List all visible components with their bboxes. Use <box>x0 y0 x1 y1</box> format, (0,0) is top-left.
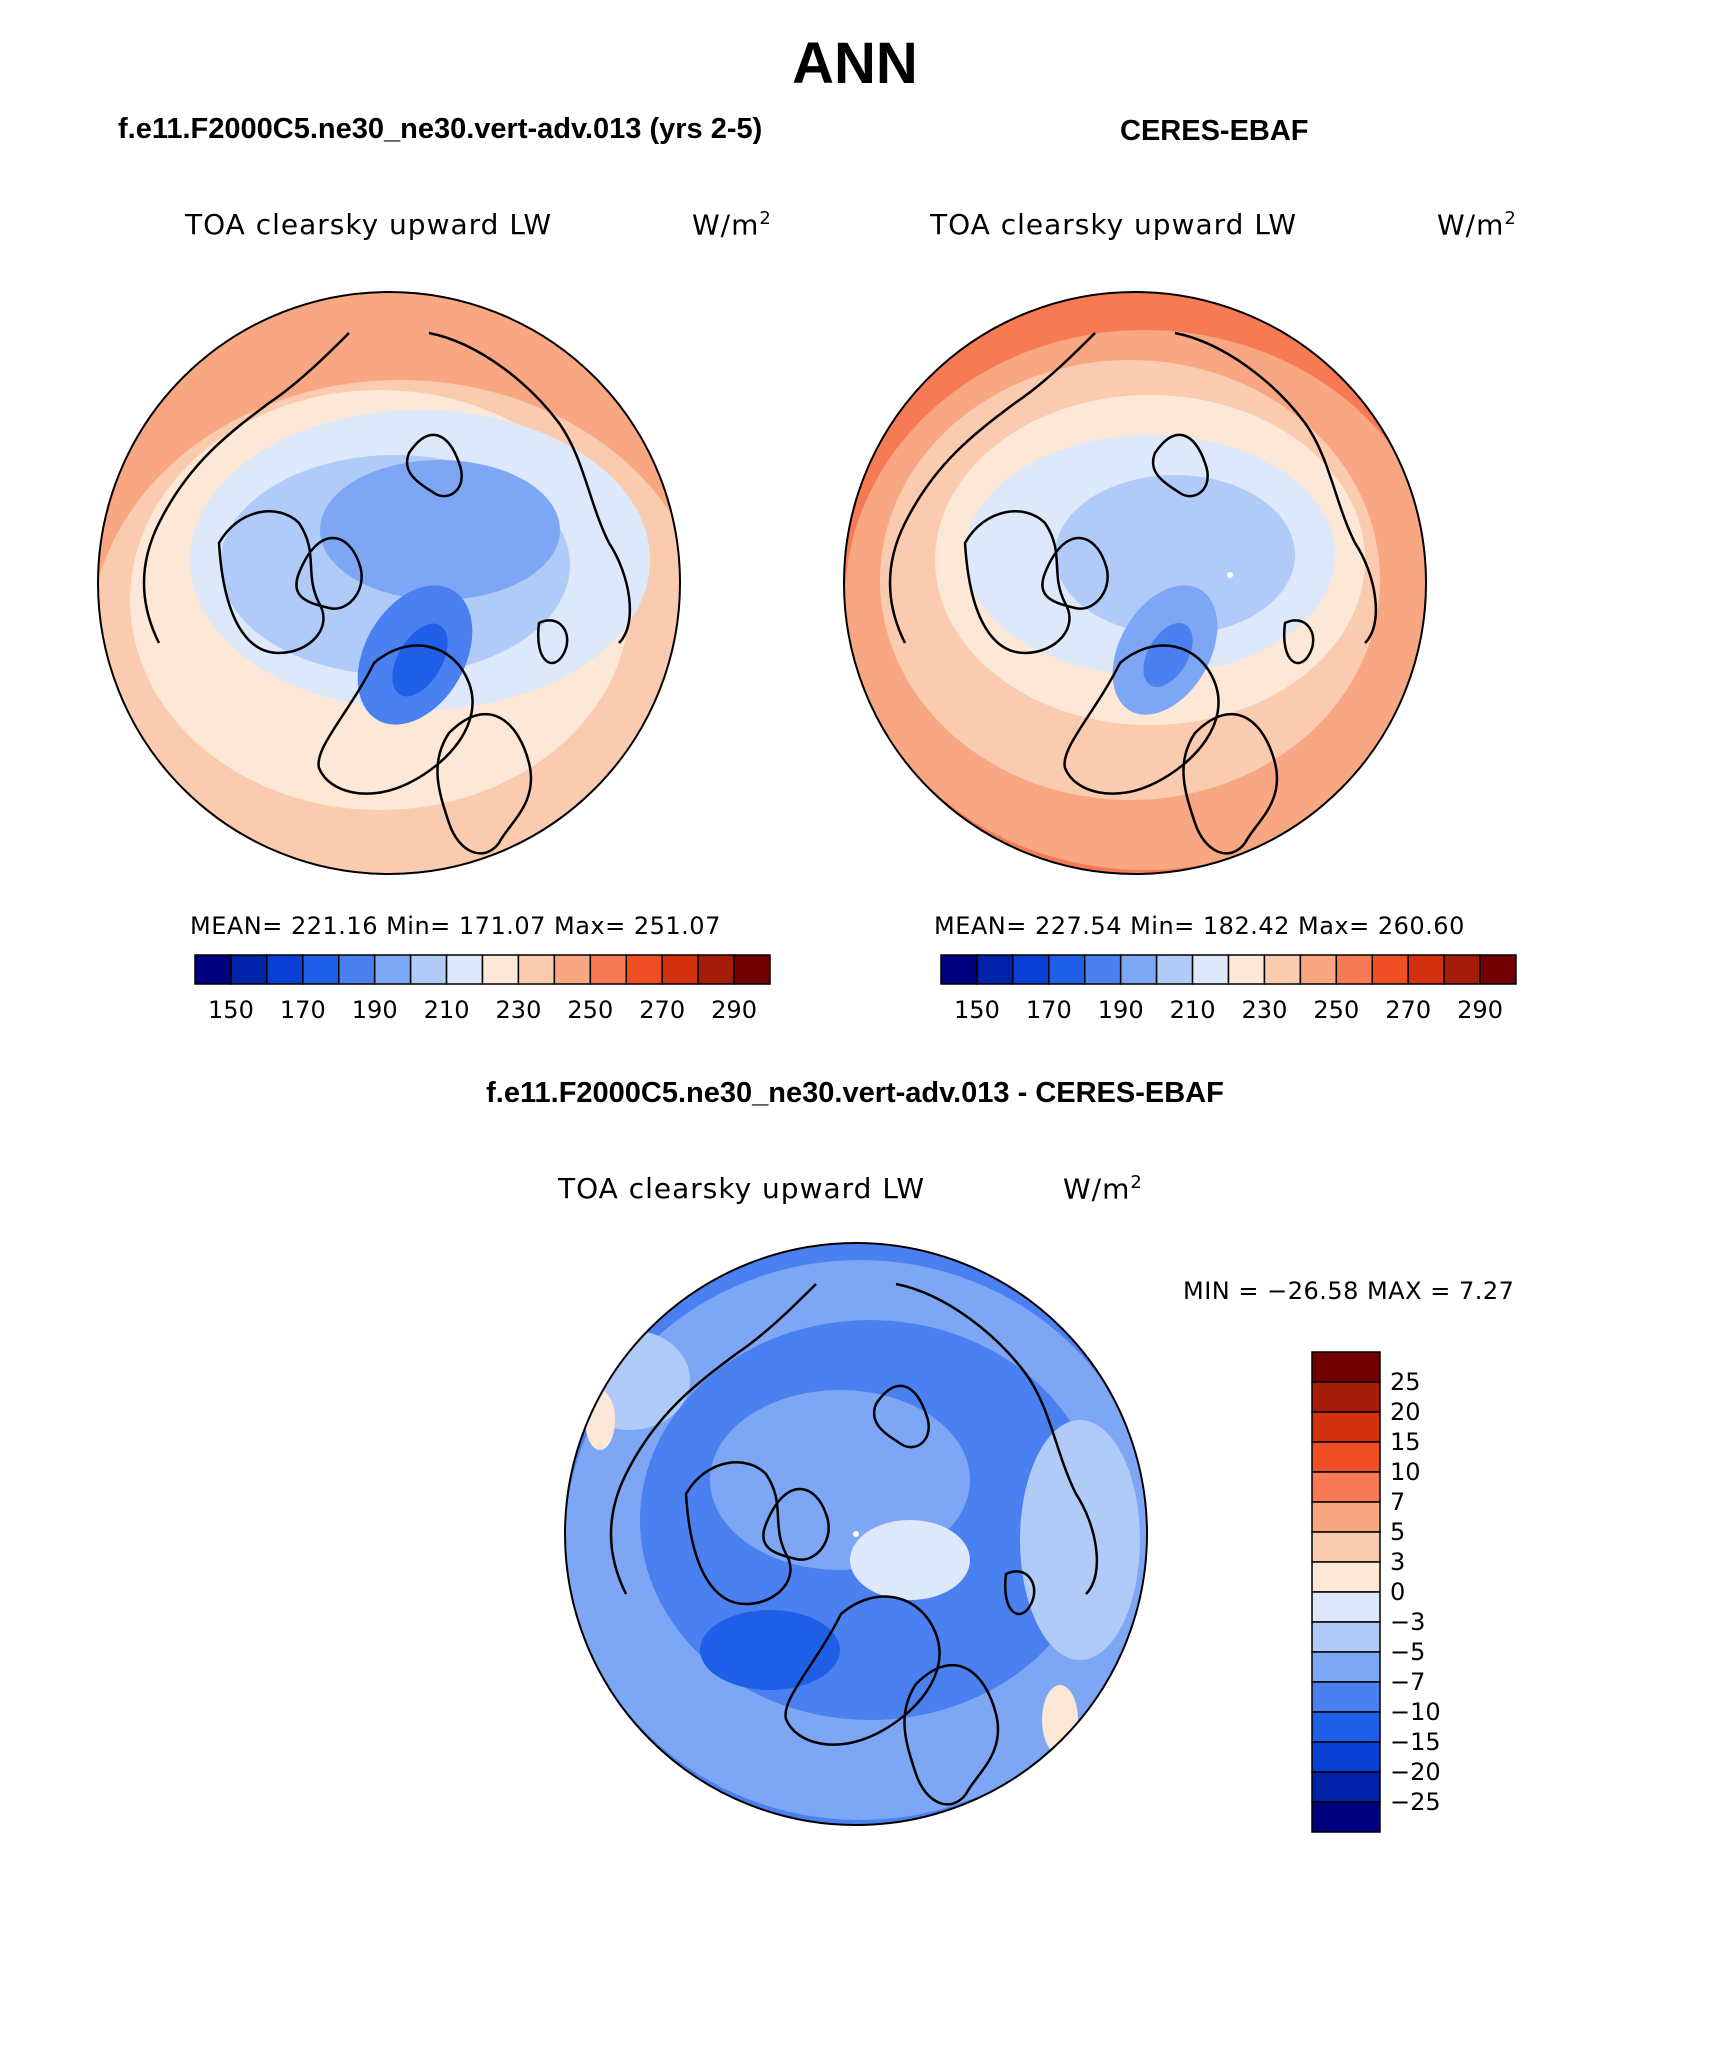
colorbar-swatch <box>1191 954 1230 985</box>
colorbar-swatch <box>589 954 627 985</box>
colorbar-tick-label: 270 <box>639 996 686 1024</box>
colorbar-swatch <box>1335 954 1373 985</box>
panel-2-colorbar <box>940 954 1517 985</box>
panel-2-units-label: W/m2 <box>1437 208 1517 242</box>
diff-panel-units-label: W/m2 <box>1063 1172 1143 1206</box>
colorbar-swatch <box>266 954 304 985</box>
colorbar-swatch <box>445 954 484 985</box>
colorbar-tick-label: 170 <box>1025 996 1072 1024</box>
colorbar-swatch <box>733 954 771 985</box>
colorbar-tick-label: 170 <box>279 996 326 1024</box>
colorbar-swatch <box>697 954 735 985</box>
colorbar-tick-label: 0 <box>1390 1578 1406 1606</box>
panel-2-variable-label: TOA clearsky upward LW <box>930 208 1298 241</box>
colorbar-tick-label: 290 <box>1457 996 1503 1024</box>
figure-title: ANN <box>792 31 918 96</box>
colorbar-tick-label: −20 <box>1390 1758 1441 1786</box>
colorbar-swatch <box>1311 1801 1381 1833</box>
colorbar-swatch <box>1407 954 1445 985</box>
colorbar-tick-label: 15 <box>1390 1428 1421 1456</box>
colorbar-tick-label: 150 <box>954 996 1000 1024</box>
colorbar-swatch <box>1012 954 1050 985</box>
colorbar-tick-label: 190 <box>351 996 398 1024</box>
colorbar-swatch <box>481 954 520 985</box>
colorbar-swatch <box>302 954 340 985</box>
colorbar-swatch <box>230 954 268 985</box>
colorbar-swatch <box>1311 1651 1381 1683</box>
colorbar-swatch <box>1311 1351 1381 1383</box>
panel-2-case-title: CERES-EBAF <box>1120 115 1309 147</box>
colorbar-tick-label: 290 <box>711 996 757 1024</box>
colorbar-swatch <box>1311 1441 1381 1473</box>
colorbar-tick-label: 10 <box>1390 1458 1421 1486</box>
colorbar-swatch <box>625 954 663 985</box>
colorbar-swatch <box>194 954 232 985</box>
colorbar-tick-label: 210 <box>423 996 470 1024</box>
colorbar-swatch <box>1227 954 1266 985</box>
colorbar-tick-label: 250 <box>1313 996 1360 1024</box>
colorbar-swatch <box>1311 1501 1381 1533</box>
colorbar-swatch <box>976 954 1014 985</box>
colorbar-swatch <box>1311 1561 1381 1593</box>
panel-1-colorbar <box>194 954 771 985</box>
colorbar-swatch <box>661 954 699 985</box>
colorbar-swatch <box>1263 954 1302 985</box>
colorbar-tick-label: 250 <box>567 996 614 1024</box>
colorbar-swatch <box>338 954 376 985</box>
diff-panel-minmax: MIN = −26.58 MAX = 7.27 <box>1183 1277 1515 1305</box>
colorbar-swatch <box>409 954 448 985</box>
diff-colorbar <box>1311 1351 1381 1833</box>
colorbar-tick-label: 150 <box>208 996 254 1024</box>
diff-panel-variable-label: TOA clearsky upward LW <box>558 1172 926 1205</box>
colorbar-tick-label: 270 <box>1385 996 1432 1024</box>
colorbar-tick-label: 20 <box>1390 1398 1421 1426</box>
colorbar-tick-label: 210 <box>1169 996 1216 1024</box>
colorbar-swatch <box>1371 954 1409 985</box>
panel-1-units-label: W/m2 <box>692 208 772 242</box>
colorbar-tick-label: 7 <box>1390 1488 1406 1516</box>
colorbar-swatch <box>1119 954 1158 985</box>
colorbar-tick-label: 230 <box>495 996 542 1024</box>
colorbar-swatch <box>1155 954 1194 985</box>
colorbar-swatch <box>1311 1681 1381 1713</box>
panel-2-stats: MEAN= 227.54 Min= 182.42 Max= 260.60 <box>934 912 1465 940</box>
panel-1-map <box>97 291 681 875</box>
colorbar-swatch <box>1311 1531 1381 1563</box>
colorbar-swatch <box>1299 954 1338 985</box>
colorbar-tick-label: −5 <box>1390 1638 1426 1666</box>
panel-2-map <box>843 291 1427 875</box>
colorbar-swatch <box>1311 1591 1381 1623</box>
colorbar-swatch <box>940 954 978 985</box>
colorbar-swatch <box>1311 1741 1381 1773</box>
colorbar-swatch <box>1311 1381 1381 1413</box>
colorbar-swatch <box>1311 1471 1381 1503</box>
diff-map <box>564 1242 1148 1826</box>
colorbar-swatch <box>517 954 556 985</box>
colorbar-tick-label: 230 <box>1241 996 1288 1024</box>
colorbar-swatch <box>1084 954 1122 985</box>
diff-panel-title: f.e11.F2000C5.ne30_ne30.vert-adv.013 - C… <box>486 1077 1224 1109</box>
colorbar-swatch <box>1311 1711 1381 1743</box>
colorbar-swatch <box>1311 1621 1381 1653</box>
colorbar-tick-label: −3 <box>1390 1608 1426 1636</box>
colorbar-tick-label: 3 <box>1390 1548 1406 1576</box>
colorbar-tick-label: 5 <box>1390 1518 1406 1546</box>
colorbar-tick-label: −7 <box>1390 1668 1426 1696</box>
colorbar-swatch <box>1311 1771 1381 1803</box>
colorbar-tick-label: 25 <box>1390 1368 1421 1396</box>
colorbar-tick-label: −25 <box>1390 1788 1441 1816</box>
colorbar-swatch <box>1479 954 1517 985</box>
colorbar-swatch <box>1443 954 1481 985</box>
colorbar-swatch <box>1311 1411 1381 1443</box>
colorbar-swatch <box>1048 954 1086 985</box>
colorbar-swatch <box>373 954 412 985</box>
colorbar-swatch <box>553 954 592 985</box>
panel-1-case-title: f.e11.F2000C5.ne30_ne30.vert-adv.013 (yr… <box>118 113 763 145</box>
colorbar-tick-label: −15 <box>1390 1728 1441 1756</box>
colorbar-tick-label: 190 <box>1097 996 1144 1024</box>
colorbar-tick-label: −10 <box>1390 1698 1441 1726</box>
panel-1-variable-label: TOA clearsky upward LW <box>185 208 553 241</box>
panel-1-stats: MEAN= 221.16 Min= 171.07 Max= 251.07 <box>190 912 721 940</box>
